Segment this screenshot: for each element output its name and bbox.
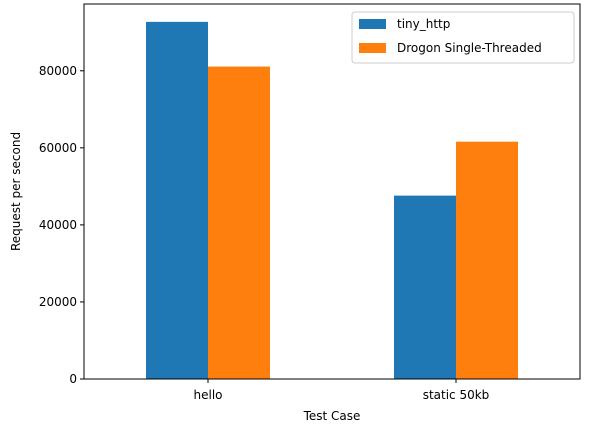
- y-axis-label: Request per second: [9, 132, 23, 251]
- legend-swatch-tiny-http: [359, 19, 386, 29]
- x-axis: hello static 50kb: [194, 379, 490, 402]
- legend: tiny_http Drogon Single-Threaded: [351, 11, 575, 64]
- y-tick-label: 0: [69, 372, 77, 386]
- legend-label-drogon: Drogon Single-Threaded: [397, 41, 542, 55]
- bars-layer: [146, 21, 518, 379]
- x-axis-label: Test Case: [303, 409, 361, 423]
- y-tick-label: 60000: [39, 141, 77, 155]
- bar-drogon-single-threaded-hello: [208, 66, 270, 379]
- legend-label-tiny-http: tiny_http: [397, 17, 450, 31]
- y-tick-label: 40000: [39, 218, 77, 232]
- y-tick-label: 80000: [39, 64, 77, 78]
- bar-tiny-http-static-50kb: [394, 195, 456, 379]
- y-axis: 0 20000 40000 60000 80000: [39, 64, 84, 386]
- bar-drogon-single-threaded-static-50kb: [456, 141, 518, 379]
- x-tick-label: static 50kb: [423, 388, 490, 402]
- bar-tiny-http-hello: [146, 21, 208, 379]
- y-tick-label: 20000: [39, 295, 77, 309]
- legend-swatch-drogon: [359, 43, 386, 53]
- x-tick-label: hello: [194, 388, 223, 402]
- legend-frame: [351, 11, 575, 64]
- plot-frame: [83, 3, 581, 380]
